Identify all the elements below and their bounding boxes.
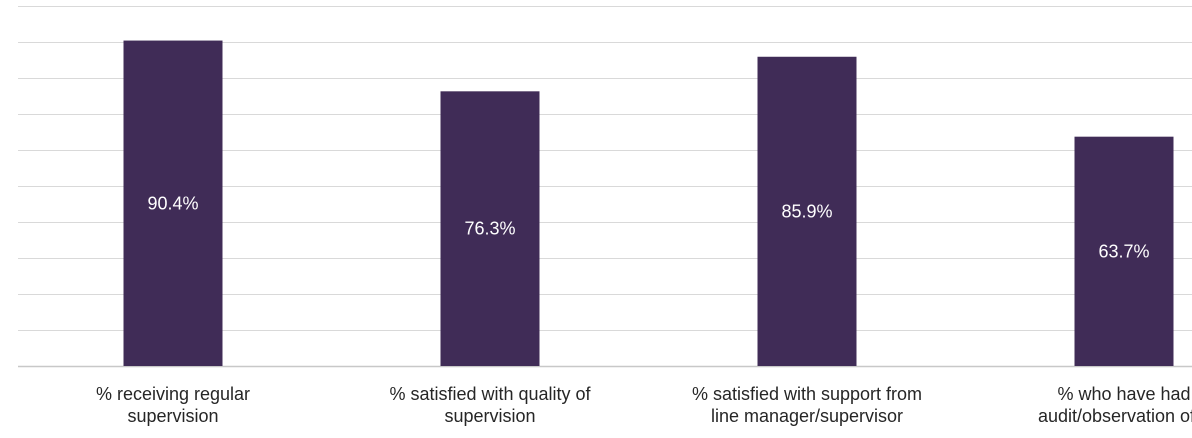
category-label-line: % who have had bbox=[1057, 384, 1190, 404]
category-label-line: supervision bbox=[444, 406, 535, 426]
category-label-line: audit/observation of p bbox=[1038, 406, 1192, 426]
category-label-1: % receiving regular supervision bbox=[96, 384, 250, 426]
bar-4 bbox=[1074, 136, 1174, 366]
category-labels: % receiving regular supervision% satisfie… bbox=[96, 384, 1192, 426]
category-label-2: % satisfied with quality of supervision bbox=[389, 384, 591, 426]
category-label-line: % satisfied with quality of bbox=[389, 384, 591, 404]
bar-3 bbox=[757, 56, 857, 366]
data-label-3: 85.9% bbox=[781, 201, 832, 221]
bar-2 bbox=[440, 91, 540, 366]
bar-1 bbox=[123, 40, 223, 367]
category-label-3: % satisfied with support from line manage… bbox=[692, 384, 922, 426]
data-labels: 90.4% 76.3% 85.9% 63.7% bbox=[147, 193, 1149, 261]
category-label-line: line manager/supervisor bbox=[711, 406, 903, 426]
category-label-line: % receiving regular bbox=[96, 384, 250, 404]
bars bbox=[123, 40, 1174, 367]
data-label-4: 63.7% bbox=[1098, 241, 1149, 261]
category-label-line: % satisfied with support from bbox=[692, 384, 922, 404]
data-label-2: 76.3% bbox=[464, 219, 515, 239]
category-label-line: supervision bbox=[127, 406, 218, 426]
data-label-1: 90.4% bbox=[147, 193, 198, 213]
